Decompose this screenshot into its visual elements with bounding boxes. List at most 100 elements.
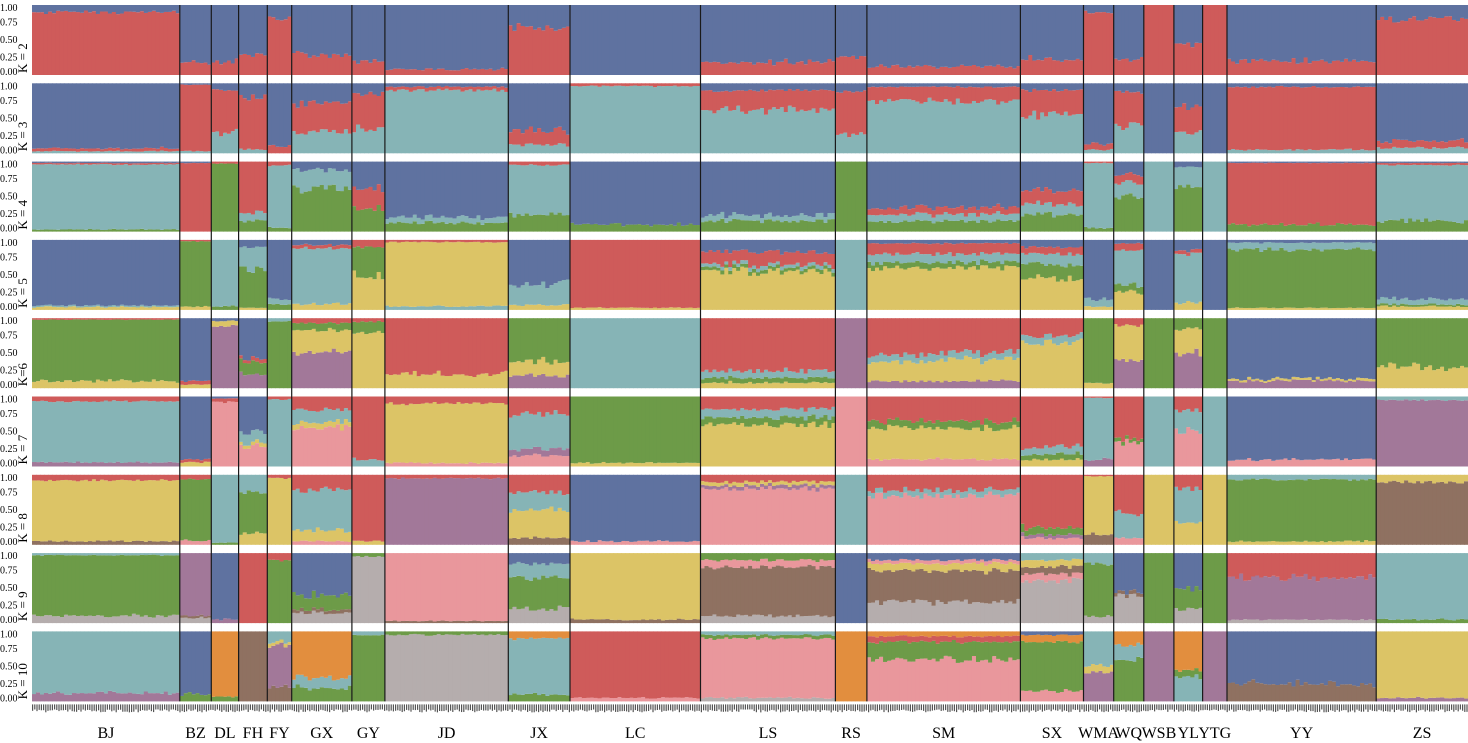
admixture-bar-sx-k2-red (1048, 57, 1053, 75)
admixture-bar-zs-k3-blue (1456, 83, 1461, 140)
admixture-bar-ls-k4-green (779, 222, 785, 232)
admixture-bar-bj-k3-teal (171, 151, 177, 154)
admixture-bar-wq-k2-red (1121, 59, 1126, 75)
admixture-bar-lc-k3-teal (577, 86, 583, 154)
admixture-bar-gx-k3-red (307, 101, 313, 132)
admixture-bar-yy-k6-purple (1231, 380, 1236, 389)
admixture-bar-dl-k3-red (215, 89, 220, 132)
admixture-bar-ls-k5-blue (831, 239, 836, 254)
admixture-bar-gx-k4-green (327, 185, 333, 232)
admixture-bar-gx-k4-teal (315, 167, 321, 187)
admixture-bar-yy-k4-green (1287, 224, 1293, 232)
admixture-bar-yy-k2-red (1299, 62, 1305, 75)
admixture-bar-yy-k3-red (1335, 87, 1341, 150)
admixture-bar-ls-k2-blue (760, 5, 765, 63)
admixture-bar-jd-k3-teal (504, 91, 509, 154)
admixture-bar-jd-k2-blue (396, 5, 402, 69)
admixture-bar-sm-k5-blue (895, 239, 900, 244)
admixture-bar-wq-k2-blue (1113, 5, 1119, 59)
admixture-bar-bj-k3-teal (159, 150, 165, 154)
admixture-bar-wq-k5-yellow (1124, 291, 1130, 310)
admixture-bar-sm-k4-blue (907, 161, 912, 210)
admixture-bar-yy-k5-blue (1239, 239, 1244, 243)
admixture-bar-zs-k3-teal (1436, 148, 1441, 154)
admixture-bar-bj-k4-red (115, 163, 121, 165)
admixture-bar-bj-k4-red (119, 162, 125, 165)
admixture-bar-sx-k4-blue (1020, 161, 1025, 192)
admixture-bar-gx-k5-yellow (335, 302, 341, 310)
admixture-bar-ls-k6-teal (815, 369, 821, 377)
admixture-bar-yy-k5-teal (1303, 242, 1309, 250)
admixture-bar-jd-k4-teal (492, 217, 497, 224)
admixture-bar-ls-k2-red (791, 64, 797, 75)
admixture-bar-sm-k4-blue (915, 161, 921, 205)
admixture-bar-ls-k3-blue (763, 83, 769, 92)
admixture-bar-jd-k6-yellow (484, 373, 489, 389)
admixture-bar-bz-k5-green (195, 241, 201, 307)
admixture-bar-yy-k6-yellow (1287, 379, 1293, 382)
admixture-bar-bj-k5-teal (131, 305, 137, 308)
admixture-bar-ls-k6-red (819, 318, 825, 370)
admixture-bar-yl-k4-blue (1186, 161, 1191, 167)
admixture-bar-sm-k4-teal (899, 213, 904, 223)
admixture-bar-jd-k5-teal (472, 306, 478, 310)
admixture-bar-fh-k6-red (246, 360, 252, 364)
admixture-bar-jd-k6-yellow (408, 374, 414, 389)
admixture-bar-bz-k2-red (203, 62, 208, 75)
admixture-bar-jd-k2-red (388, 69, 394, 75)
admixture-bar-sm-k5-yellow (923, 268, 929, 310)
admixture-bar-jx-k6-green (528, 318, 534, 360)
admixture-bar-wsb-k6-green (1143, 318, 1149, 389)
admixture-bar-bj-k4-blue (87, 161, 93, 163)
admixture-bar-ls-k2-red (767, 59, 773, 75)
admixture-bar-sx-k5-yellow (1075, 280, 1081, 310)
admixture-bar-ls-k5-green (775, 264, 781, 269)
admixture-bar-gx-k5-blue (319, 239, 325, 246)
admixture-bar-ls-k4-green (767, 219, 773, 232)
admixture-bar-wq-k3-blue (1121, 83, 1126, 93)
admixture-bar-zs-k3-blue (1380, 83, 1385, 144)
admixture-bar-ls-k5-red (763, 251, 769, 267)
admixture-bar-bj-k4-blue (159, 161, 165, 163)
admixture-bar-jd-k5-red (416, 239, 422, 243)
admixture-bar-rs-k3-teal (855, 134, 860, 154)
admixture-bar-jd-k4-green (496, 223, 501, 232)
admixture-bar-gx-k5-red (307, 244, 313, 250)
admixture-bar-bj-k4-blue (151, 161, 157, 163)
admixture-bar-sx-k5-blue (1036, 239, 1041, 248)
admixture-bar-bj-k6-red (91, 318, 97, 320)
admixture-bar-zs-k4-red (1404, 162, 1409, 166)
admixture-bar-yy-k4-green (1303, 225, 1309, 232)
admixture-bar-bj-k2-red (115, 14, 121, 76)
admixture-bar-rs-k3-blue (851, 83, 856, 93)
admixture-bar-yy-k6-yellow (1243, 380, 1248, 383)
admixture-bar-sm-k3-teal (1016, 99, 1022, 154)
admixture-bar-sm-k5-teal (891, 255, 896, 263)
admixture-bar-sx-k3-red (1044, 89, 1049, 117)
admixture-bar-wma-k4-teal (1098, 163, 1103, 228)
admixture-bar-ls-k6-red (831, 318, 836, 372)
admixture-bar-ls-k5-green (700, 266, 706, 271)
admixture-bar-sm-k5-teal (915, 252, 921, 261)
admixture-bar-sm-k5-yellow (1000, 270, 1005, 310)
admixture-bar-sm-k6-red (866, 318, 872, 358)
admixture-bar-bj-k3-blue (107, 83, 113, 148)
admixture-bar-yy-k2-blue (1356, 5, 1361, 62)
admixture-bar-bj-k5-blue (103, 239, 109, 307)
admixture-bar-jx-k4-green (541, 214, 546, 232)
admixture-bar-ls-k5-red (712, 251, 717, 263)
admixture-bar-bj-k2-blue (79, 5, 85, 13)
admixture-bar-ls-k5-green (756, 272, 761, 276)
admixture-bar-ls-k2-blue (767, 5, 773, 60)
admixture-bar-bz-k2-red (195, 62, 201, 75)
admixture-bar-sm-k4-red (907, 209, 912, 216)
admixture-bar-wq-k3-teal (1136, 123, 1141, 154)
admixture-bar-zs-k3-teal (1448, 147, 1453, 154)
admixture-bar-yy-k2-red (1243, 59, 1248, 75)
admixture-bar-zs-k5-yellow (1456, 306, 1461, 310)
admixture-bar-yy-k3-teal (1339, 149, 1345, 154)
admixture-bar-wma-k4-green (1087, 228, 1092, 232)
admixture-bar-wq-k4-green (1121, 195, 1126, 232)
admixture-bar-jd-k6-red (400, 318, 406, 373)
admixture-bar-jd-k5-teal (408, 306, 414, 310)
